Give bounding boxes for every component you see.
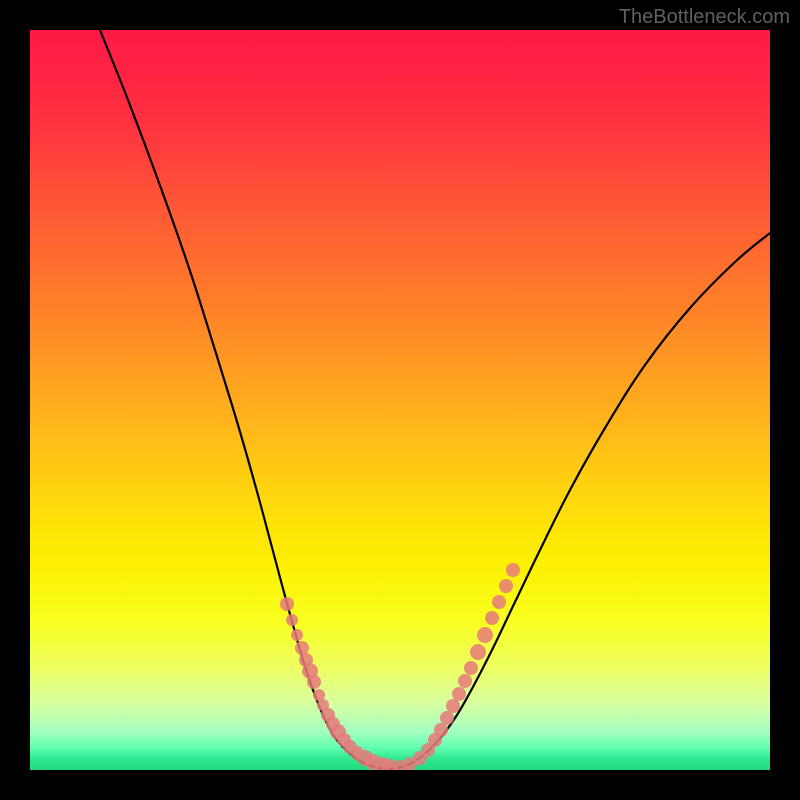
plot-area — [30, 30, 770, 770]
watermark-text: TheBottleneck.com — [619, 6, 790, 29]
right-curve — [390, 233, 770, 769]
chart-curves — [30, 30, 770, 770]
left-curve — [100, 30, 390, 769]
